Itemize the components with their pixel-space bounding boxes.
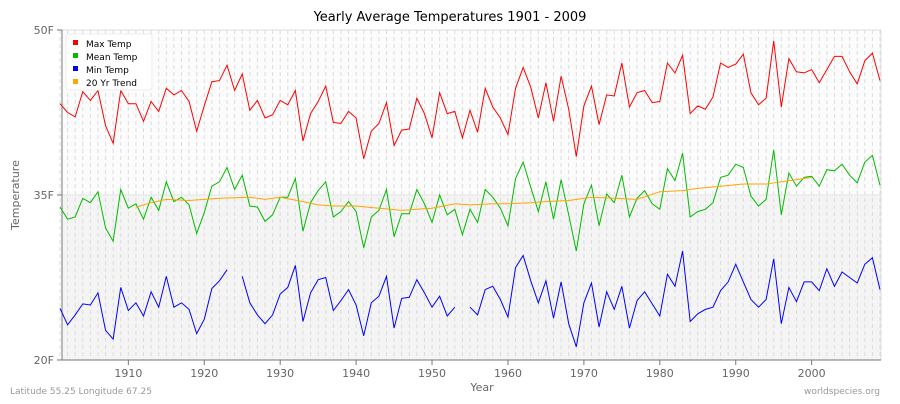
plot-upper-bg [62, 30, 881, 195]
legend-swatch-max-temp [73, 40, 78, 45]
x-tick-label: 1930 [266, 367, 294, 380]
x-tick-label: 1990 [722, 367, 750, 380]
legend-label-20-yr-trend: 20 Yr Trend [86, 79, 137, 89]
legend-label-max-temp: Max Temp [86, 40, 132, 50]
series-line-mean-temp [59, 149, 881, 252]
x-tick-label: 1950 [418, 367, 446, 380]
tick-labels: 50F 35F 20F 1910 1920 1930 1940 1950 1960 1970 198… [34, 24, 826, 380]
gridlines [59, 30, 881, 360]
legend-box [65, 33, 153, 91]
legend-label-min-temp: Min Temp [86, 66, 129, 76]
footer-location: Latitude 55.25 Longitude 67.25 [10, 387, 152, 397]
x-tick-label: 1940 [342, 367, 370, 380]
footer-source[interactable]: worldspecies.org [804, 387, 880, 397]
y-axis-label: Temperature [9, 160, 22, 231]
x-axis-label: Year [469, 381, 494, 394]
x-tick-label: 1920 [190, 367, 218, 380]
y-tick-label: 35F [34, 189, 54, 202]
legend-swatch-min-temp [73, 66, 78, 71]
legend-swatch-mean-temp [73, 53, 78, 58]
legend: Max Temp Mean Temp Min Temp 20 Yr Trend [65, 33, 153, 91]
x-tick-label: 1910 [114, 367, 142, 380]
series-line-min-temp [59, 269, 228, 341]
legend-label-mean-temp: Mean Temp [86, 53, 138, 63]
series-lines [59, 40, 881, 347]
x-tick-label: 1980 [646, 367, 674, 380]
series-line-max-temp [59, 40, 881, 159]
y-tick-label: 20F [34, 354, 54, 367]
chart-title: Yearly Average Temperatures 1901 - 2009 [313, 10, 587, 25]
x-tick-label: 1970 [570, 367, 598, 380]
plot-lower-bg [62, 195, 881, 360]
legend-swatch-20-yr-trend [73, 79, 78, 84]
x-tick-label: 1960 [494, 367, 522, 380]
series-line-min-temp [469, 250, 881, 347]
series-line-20-yr-trend [135, 176, 812, 211]
y-tick-label: 50F [34, 24, 54, 37]
series-line-min-temp [241, 265, 456, 336]
x-tick-label: 2000 [798, 367, 826, 380]
